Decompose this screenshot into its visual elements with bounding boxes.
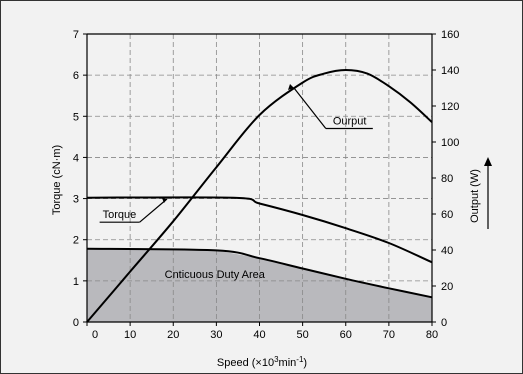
y-left-tick-label: 4 [73, 152, 79, 164]
y-left-tick-label: 2 [73, 235, 79, 247]
torque-annotation-label: Torque [103, 209, 137, 221]
y-axis-left-label: Torque (cN·m) [51, 145, 63, 215]
x-tick-label: 60 [340, 329, 352, 341]
x-tick-label: 50 [297, 329, 309, 341]
x-tick-label: 40 [253, 329, 265, 341]
y-right-tick-label: 40 [441, 245, 453, 257]
torque-annotation-leader [139, 198, 168, 223]
y-right-tick-label: 80 [441, 173, 453, 185]
output-curve [86, 68, 433, 323]
y-right-tick-label: 100 [441, 137, 459, 149]
y-left-tick-label: 6 [73, 70, 79, 82]
torque-curve [86, 196, 433, 264]
output-axis-arrowhead [484, 157, 492, 166]
x-tick-label: 70 [383, 329, 395, 341]
x-label-suffix: ) [303, 357, 307, 369]
y-left-tick-label: 3 [73, 194, 79, 206]
duty-area-label: Cnticuous Duty Area [165, 269, 266, 281]
grid-layer [87, 34, 432, 322]
x-tick-label: 30 [210, 329, 222, 341]
y-left-tick-label: 0 [73, 317, 79, 329]
x-label-sup2: -1 [296, 355, 304, 364]
output-annotation-arrowhead [288, 84, 294, 90]
duty-area-boundary-line [86, 247, 433, 299]
x-tick-label: 80 [426, 329, 438, 341]
curves-layer [86, 68, 433, 323]
axes-layer: 0 10 20 30 40 50 60 70 8001234567020406080100120… [73, 29, 492, 341]
y-left-tick-label: 7 [73, 29, 79, 41]
y-right-tick-label: 120 [441, 101, 459, 113]
x-tick-label: 0 [92, 329, 98, 341]
y-left-tick-label: 1 [73, 276, 79, 288]
output-annotation-label: Ourput [333, 116, 367, 128]
y-left-tick-label: 5 [73, 111, 79, 123]
y-right-tick-label: 20 [441, 281, 453, 293]
x-axis-label: Speed (×103min-1) [217, 355, 307, 369]
torque-annotation-arrowhead [162, 198, 167, 203]
y-right-tick-label: 160 [441, 29, 459, 41]
annotations-layer: Ourput Torque Cnticuous Duty Area [99, 84, 373, 281]
y-right-tick-label: 140 [441, 65, 459, 77]
y-right-tick-label: 0 [441, 317, 447, 329]
x-label-sup1: 3 [274, 355, 279, 364]
x-label-prefix: Speed (×10 [217, 357, 274, 369]
x-tick-label: 20 [167, 329, 179, 341]
x-tick-label: 10 [124, 329, 136, 341]
y-right-tick-label: 60 [441, 209, 453, 221]
x-label-mid: min [279, 357, 297, 369]
output-annotation-leader [293, 87, 327, 129]
y-axis-right-label: Output (W) [469, 169, 481, 223]
